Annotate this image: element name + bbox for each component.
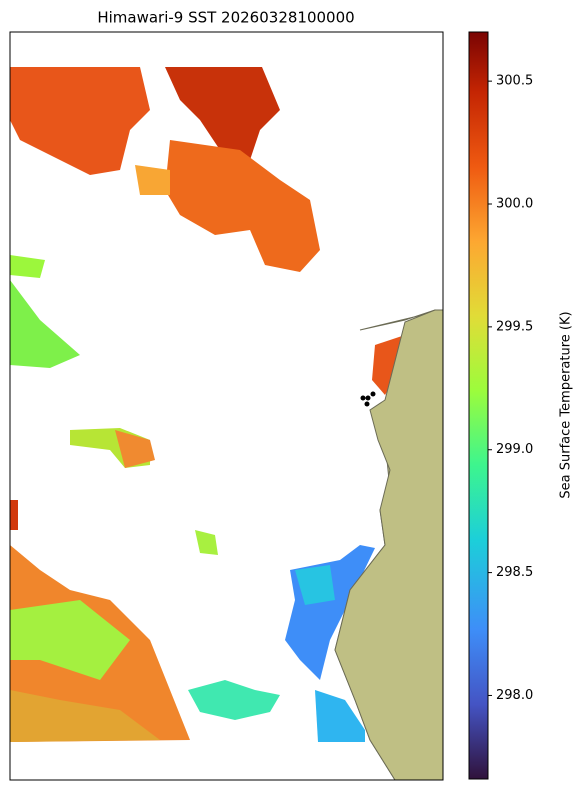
sst-patch xyxy=(115,430,155,468)
point xyxy=(365,395,371,401)
sst-patch xyxy=(165,67,280,160)
point xyxy=(364,401,370,407)
sst-patch xyxy=(10,280,80,368)
colorbar-tick-label: 299.0 xyxy=(496,442,533,457)
colorbar-label: Sea Surface Temperature (K) xyxy=(559,311,574,498)
sst-patch xyxy=(295,565,335,605)
sst-patch xyxy=(315,690,365,742)
title: Himawari-9 SST 20260328100000 xyxy=(97,9,354,27)
map xyxy=(10,32,443,780)
sst-patch xyxy=(10,500,18,530)
point xyxy=(360,395,366,401)
sst-patch xyxy=(10,255,45,278)
sst-patch xyxy=(10,67,150,175)
sst-patch xyxy=(135,165,170,195)
sst-patch xyxy=(10,600,130,680)
map-frame xyxy=(9,31,444,781)
colorbar-tick-label: 298.5 xyxy=(496,565,533,580)
sst-patch xyxy=(188,680,280,720)
sst-patch xyxy=(372,335,405,395)
land xyxy=(334,309,443,780)
sst-patch xyxy=(10,690,160,742)
colorbar-tick-label: 300.5 xyxy=(496,74,533,89)
sst-patch xyxy=(165,140,320,272)
colorbar-tick-label: 299.5 xyxy=(496,319,533,334)
colorbar-tick-label: 298.0 xyxy=(496,688,533,703)
sst-patch xyxy=(195,530,218,555)
point xyxy=(370,391,376,397)
colorbar xyxy=(468,31,489,780)
colorbar-tick-label: 300.0 xyxy=(496,197,533,212)
